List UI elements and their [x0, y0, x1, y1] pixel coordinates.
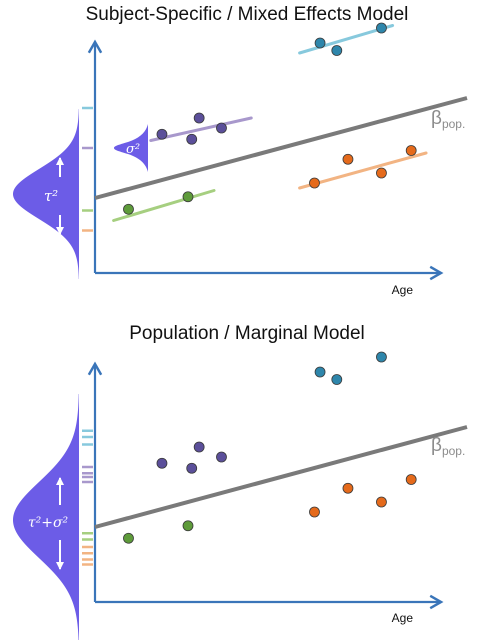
top-panel: τ² σ² Age βpop. — [13, 22, 468, 297]
bottom-subject-1-point-2 — [331, 374, 343, 385]
top-subject-3-line — [298, 151, 428, 190]
bottom-beta-symbol: β — [431, 435, 442, 456]
top-subject-2-line — [149, 116, 253, 142]
top-subject-1-point-2 — [331, 45, 343, 56]
tau-squared-label: τ² — [44, 187, 58, 205]
top-subject-4-point-2 — [182, 191, 194, 203]
top-subject-ticks — [82, 106, 93, 232]
bottom-panel-title: Population / Marginal Model — [129, 323, 365, 344]
tau-sigma-squared-label: τ²+σ² — [28, 515, 69, 531]
bottom-subject-3-point-1 — [309, 506, 320, 518]
bottom-subject-3-point-2 — [342, 482, 354, 494]
top-beta-pop-label: βpop. — [431, 108, 465, 131]
bottom-data-points — [123, 351, 417, 544]
sigma-distribution-shape — [114, 124, 148, 172]
top-subject-3-point-3 — [376, 167, 387, 179]
top-subject-3-point-1 — [309, 177, 320, 189]
bottom-subject-2-point-3 — [186, 462, 198, 474]
top-subject-2-point-2 — [193, 112, 205, 124]
bottom-subject-ticks — [82, 429, 93, 566]
bottom-subject-2-point-4 — [216, 451, 227, 463]
top-subject-2-point-3 — [186, 133, 198, 145]
top-subject-3-point-2 — [342, 153, 354, 165]
top-subject-4-point-1 — [123, 203, 134, 215]
top-subject-1-point-3 — [376, 22, 387, 34]
bottom-subject-2-point-2 — [193, 441, 205, 453]
bottom-beta-subscript: pop. — [442, 444, 465, 458]
bottom-combined-distribution-curve — [13, 394, 79, 640]
top-x-axis-label: Age — [392, 283, 414, 297]
bottom-subject-1-point-3 — [376, 351, 387, 363]
top-sigma-distribution: σ² — [114, 124, 148, 172]
top-subject-3-point-4 — [405, 145, 417, 156]
bottom-distribution: τ²+σ² — [13, 394, 79, 640]
sigma-squared-label: σ² — [126, 142, 140, 157]
bottom-subject-4-point-2 — [182, 520, 194, 532]
bottom-x-axis-label: Age — [392, 611, 414, 625]
top-distribution: τ² — [13, 109, 79, 279]
top-panel-title: Subject-Specific / Mixed Effects Model — [85, 4, 409, 25]
top-subject-2-point-4 — [216, 122, 227, 134]
top-data-points — [123, 22, 417, 215]
top-population-line — [94, 96, 468, 200]
top-tau-distribution-curve — [13, 109, 79, 279]
bottom-subject-1-point-1 — [314, 366, 326, 378]
bottom-panel: τ²+σ² Age βpop. — [13, 351, 468, 640]
bottom-subject-2-point-1 — [156, 457, 168, 469]
bottom-population-line — [94, 425, 468, 529]
top-subject-2-point-1 — [156, 128, 168, 140]
top-subject-4-line — [112, 189, 216, 222]
top-subject-1-point-1 — [314, 37, 326, 49]
top-beta-subscript: pop. — [442, 117, 465, 131]
bottom-subject-3-point-3 — [376, 496, 387, 508]
bottom-beta-pop-label: βpop. — [431, 435, 465, 458]
bottom-subject-4-point-1 — [123, 532, 134, 544]
top-beta-symbol: β — [431, 108, 442, 129]
bottom-subject-3-point-4 — [405, 474, 417, 485]
